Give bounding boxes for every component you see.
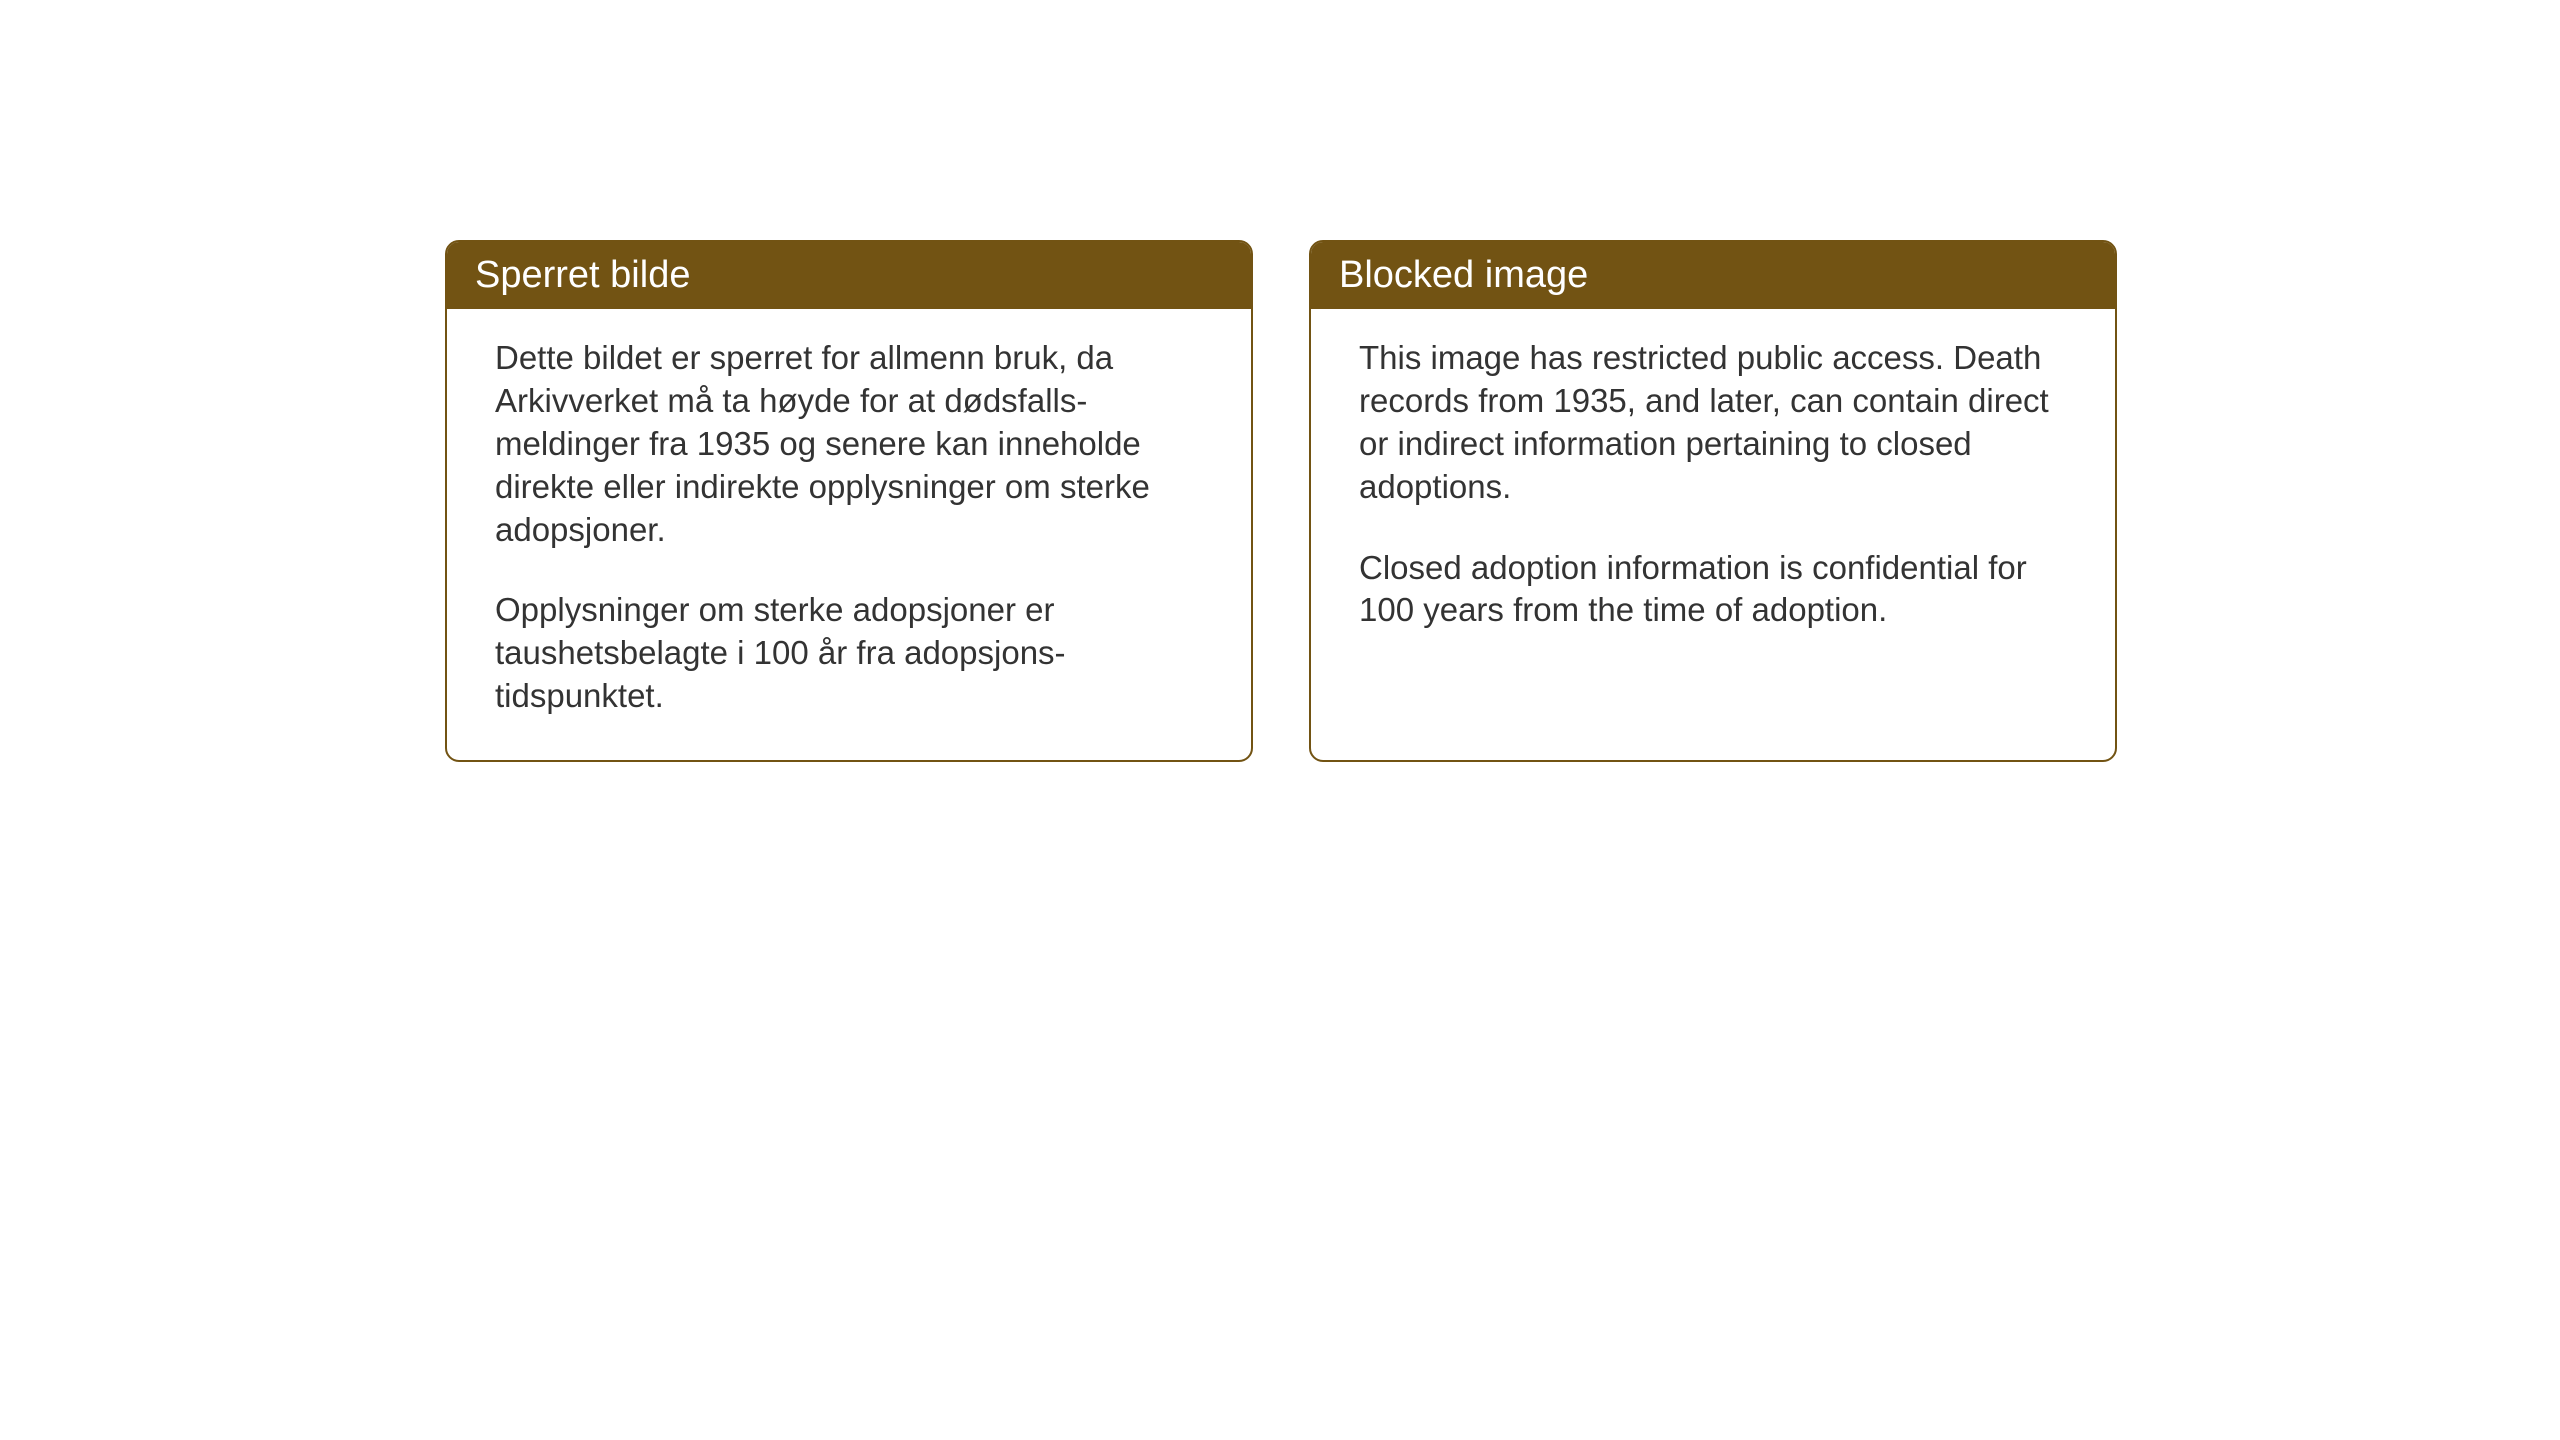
card-header-norwegian: Sperret bilde: [447, 242, 1251, 309]
notice-container: Sperret bilde Dette bildet er sperret fo…: [445, 240, 2117, 762]
notice-card-norwegian: Sperret bilde Dette bildet er sperret fo…: [445, 240, 1253, 762]
card-paragraph-2-english: Closed adoption information is confident…: [1359, 547, 2067, 633]
card-paragraph-1-norwegian: Dette bildet er sperret for allmenn bruk…: [495, 337, 1203, 551]
notice-card-english: Blocked image This image has restricted …: [1309, 240, 2117, 762]
card-header-english: Blocked image: [1311, 242, 2115, 309]
card-body-norwegian: Dette bildet er sperret for allmenn bruk…: [447, 309, 1251, 760]
card-body-english: This image has restricted public access.…: [1311, 309, 2115, 674]
card-title-norwegian: Sperret bilde: [475, 254, 690, 296]
card-title-english: Blocked image: [1339, 254, 1588, 296]
card-paragraph-1-english: This image has restricted public access.…: [1359, 337, 2067, 509]
card-paragraph-2-norwegian: Opplysninger om sterke adopsjoner er tau…: [495, 589, 1203, 718]
